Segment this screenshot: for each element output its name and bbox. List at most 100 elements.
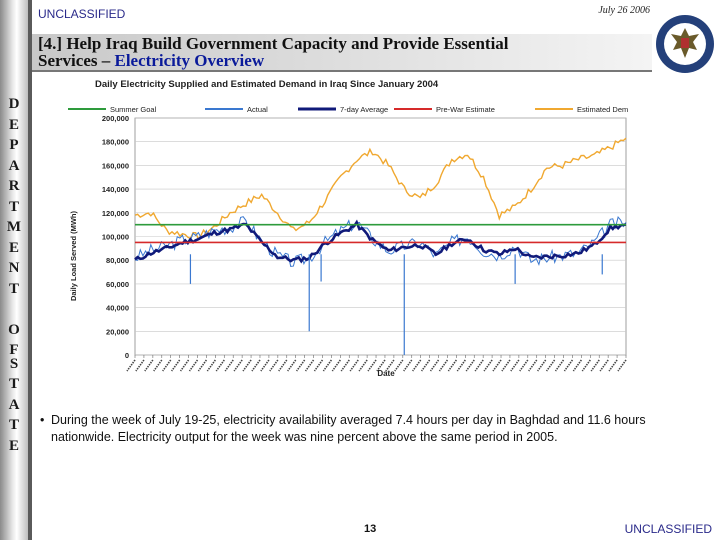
x-tick-label [242,359,252,372]
y-tick-label: 40,000 [106,304,129,313]
x-axis [126,355,627,372]
x-tick-label [483,359,493,372]
x-tick-label [599,359,609,372]
title-band [32,34,652,72]
x-tick-label [340,359,350,372]
y-tick-label: 140,000 [102,185,129,194]
sidebar-letter: E [8,240,19,256]
x-tick-label [206,359,216,372]
x-tick-label [215,359,225,372]
x-tick-label [545,359,556,372]
x-tick-label [144,359,154,372]
chart-title: Daily Electricity Supplied and Estimated… [95,79,439,90]
title-line-2: Services – Electricity Overview [38,52,509,69]
x-tick-label [260,359,270,372]
legend-label: Pre-War Estimate [436,105,495,114]
x-tick-label [153,359,163,372]
x-tick-label [394,359,404,372]
classification-bottom: UNCLASSIFIED [624,522,712,536]
x-tick-label [367,359,377,372]
x-tick-label [456,359,466,372]
x-tick-label [447,359,458,372]
x-tick-label [385,359,395,372]
sidebar-letter: S [9,356,19,372]
sidebar-letter: D [8,96,20,112]
sidebar-letter: R [8,178,20,194]
sidebar-letter: T [8,281,19,297]
y-tick-label: 80,000 [106,256,129,265]
y-tick-label: 160,000 [102,161,129,170]
x-tick-label [474,359,484,372]
x-tick-label [519,359,529,372]
y-axis-label: Daily Load Served (MWh) [69,210,78,301]
sidebar-letter: T [8,199,19,215]
y-tick-label: 0 [125,351,129,360]
sidebar-letter: T [8,376,19,392]
sidebar-divider [28,0,32,540]
x-tick-label [403,359,413,372]
state-department-seal [656,15,714,73]
sidebar-letter: M [6,219,22,235]
x-tick-label [376,359,386,372]
x-tick-label [358,359,368,372]
bullet-icon: • [40,413,45,427]
x-tick-label [188,359,199,372]
x-tick-label [429,359,440,372]
title-line-1: [4.] Help Iraq Build Government Capacity… [38,34,509,53]
date: July 26 2006 [598,5,650,16]
x-tick-label [313,359,324,372]
x-tick-label [251,359,261,372]
shield-icon [681,38,689,48]
x-tick-label [162,359,172,372]
sidebar-letter: O [8,322,20,338]
legend-label: Actual [247,105,268,114]
chart-legend: Summer Goal Actual 7-day Average Pre-War Es… [64,102,628,116]
y-tick-label: 200,000 [102,114,129,123]
x-tick-label [170,359,181,372]
x-tick-label [465,359,475,372]
x-tick-label [233,359,243,372]
x-tick-label [510,359,520,372]
x-tick-label [438,359,449,372]
x-tick-label [492,359,502,372]
series-7day-average [134,219,627,264]
x-tick-label [304,359,315,372]
sidebar-letter: N [8,260,20,276]
x-tick-label [581,359,591,372]
y-tick-label: 180,000 [102,138,129,147]
x-tick-label [135,359,145,372]
x-tick-label [224,359,234,372]
x-tick-label [295,359,306,372]
electricity-chart: Daily Electricity Supplied and Estimated… [64,79,628,378]
x-tick-label [563,359,574,372]
x-tick-label [617,359,627,372]
title-line-2-prefix: Services – [38,51,115,70]
classification-top: UNCLASSIFIED [38,7,126,21]
x-tick-label [528,359,538,372]
legend-label: Summer Goal [110,105,157,114]
x-tick-label [608,359,618,372]
legend-box [64,102,624,116]
y-tick-label: 20,000 [106,327,129,336]
x-tick-label [278,359,288,372]
sidebar-letter: F [9,342,19,358]
sidebar [0,0,28,540]
page-title: [4.] Help Iraq Build Government Capacity… [38,35,509,69]
x-tick-label [322,359,333,372]
x-tick-label [197,359,208,372]
x-tick-label [412,359,422,372]
x-tick-label [269,359,279,372]
y-tick-label: 60,000 [106,280,129,289]
page-number: 13 [364,523,377,535]
y-tick-label: 100,000 [102,233,129,242]
x-tick-label [537,359,547,372]
x-tick-label [126,359,136,372]
sidebar-letter: A [8,397,20,413]
sidebar-letter: A [8,158,20,174]
legend-label: Estimated Dem [577,105,628,114]
x-tick-label [572,359,583,372]
chart-plot [134,117,627,356]
series-actual [134,216,627,267]
sidebar-letter: E [8,438,19,454]
x-axis-label: Date [377,369,395,378]
